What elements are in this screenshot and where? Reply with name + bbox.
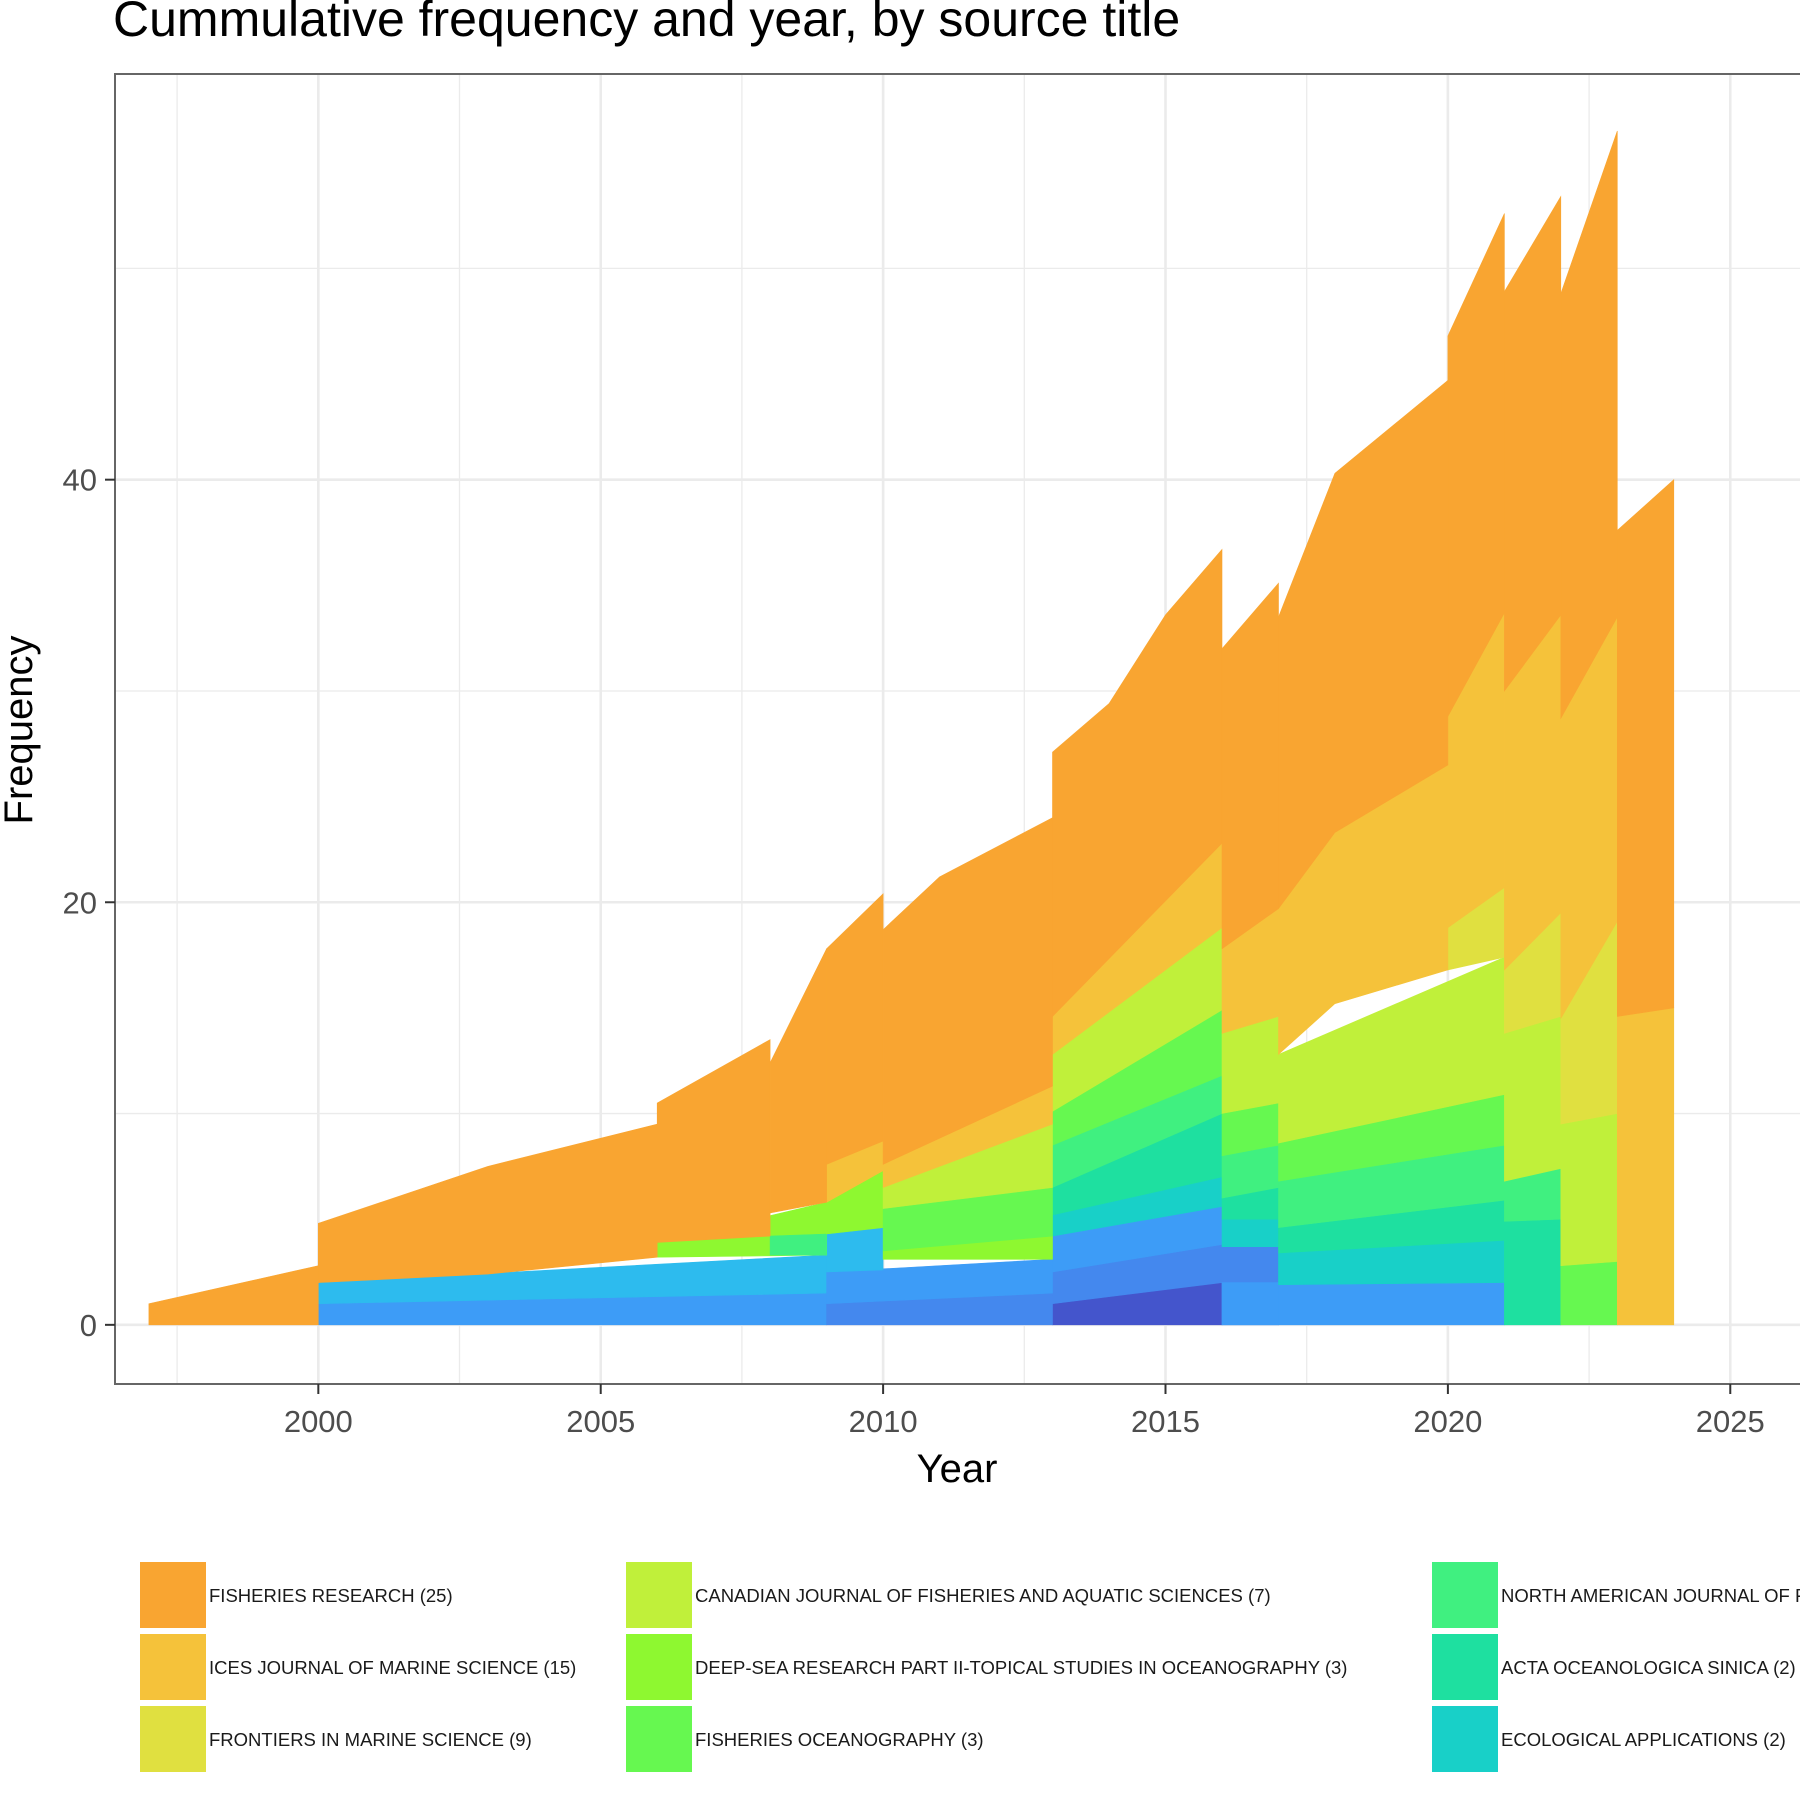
x-tick-label: 2010 xyxy=(849,1404,918,1439)
legend-key xyxy=(140,1634,206,1700)
area-band-12 xyxy=(1221,1218,1279,1247)
x-axis-title: Year xyxy=(917,1447,998,1491)
area-band-52 xyxy=(656,1039,771,1243)
legend-label: CANADIAN JOURNAL OF FISHERIES AND AQUATI… xyxy=(695,1585,1271,1606)
y-tick-label: 20 xyxy=(63,885,97,920)
area-band-27 xyxy=(769,1233,827,1256)
legend-key xyxy=(626,1634,692,1700)
legend-item: NORTH AMERICAN JOURNAL OF FISHERIES MANA… xyxy=(1432,1562,1800,1628)
area-band-35 xyxy=(1504,1015,1562,1182)
legend-label: FISHERIES RESEARCH (25) xyxy=(209,1585,453,1606)
legend-label: DEEP-SEA RESEARCH PART II-TOPICAL STUDIE… xyxy=(695,1657,1347,1678)
x-tick-label: 2005 xyxy=(566,1404,635,1439)
legend-key xyxy=(140,1562,206,1628)
axes: 2000 2005 2010 2015 2020 2025 0 20 40 xyxy=(63,463,1765,1439)
legend-label: NORTH AMERICAN JOURNAL OF FISHERIES MANA… xyxy=(1501,1585,1800,1606)
legend-key xyxy=(1432,1562,1498,1628)
area-band-61 xyxy=(1560,130,1618,720)
legend-key xyxy=(626,1562,692,1628)
plot-border xyxy=(114,73,1800,1385)
legend-item: FRONTIERS IN MARINE SCIENCE (9) xyxy=(140,1706,532,1772)
x-tick-label: 2020 xyxy=(1413,1404,1482,1439)
legend-key xyxy=(1432,1706,1498,1772)
area-band-7 xyxy=(1278,1282,1505,1326)
y-tick-label: 0 xyxy=(80,1308,97,1343)
area-band-6 xyxy=(1221,1282,1279,1326)
y-tick-label: 40 xyxy=(63,463,97,498)
area-band-10 xyxy=(826,1227,884,1273)
area-band-17 xyxy=(1504,1218,1562,1326)
x-tick-label: 2000 xyxy=(284,1404,353,1439)
legend-label: ECOLOGICAL APPLICATIONS (2) xyxy=(1501,1729,1786,1750)
legend-item: DEEP-SEA RESEARCH PART II-TOPICAL STUDIE… xyxy=(626,1634,1347,1700)
legend-label: ICES JOURNAL OF MARINE SCIENCE (15) xyxy=(209,1657,576,1678)
legend-label: ACTA OCEANOLOGICA SINICA (2) xyxy=(1501,1657,1796,1678)
legend-item: ICES JOURNAL OF MARINE SCIENCE (15) xyxy=(140,1634,576,1700)
area-band-59 xyxy=(1447,213,1505,717)
legend-item: ECOLOGICAL APPLICATIONS (2) xyxy=(1432,1706,1786,1772)
legend-item: FISHERIES RESEARCH (25) xyxy=(140,1562,453,1628)
area-band-60 xyxy=(1504,195,1562,692)
area-band-49 xyxy=(1617,1007,1675,1326)
x-tick-label: 2025 xyxy=(1696,1404,1765,1439)
legend-item: CANADIAN JOURNAL OF FISHERIES AND AQUATI… xyxy=(626,1562,1271,1628)
legend-item: ACTA OCEANOLOGICA SINICA (2) xyxy=(1432,1634,1796,1700)
area-band-54 xyxy=(826,893,884,1165)
legend-key xyxy=(140,1706,206,1772)
stacked-areas xyxy=(148,130,1675,1326)
area-band-57 xyxy=(1221,582,1279,950)
legend-key xyxy=(626,1706,692,1772)
area-band-25 xyxy=(1560,1261,1618,1326)
area-band-36 xyxy=(1560,1113,1618,1267)
legend-key xyxy=(1432,1634,1498,1700)
legend-label: FISHERIES OCEANOGRAPHY (3) xyxy=(695,1729,984,1750)
chart-title: Cummulative frequency and year, by sourc… xyxy=(113,0,1180,47)
y-axis-title: Frequency xyxy=(0,636,41,825)
area-band-62 xyxy=(1617,479,1675,1017)
legend: FISHERIES RESEARCH (25) ICES JOURNAL OF M… xyxy=(140,1562,1800,1772)
legend-label: FRONTIERS IN MARINE SCIENCE (9) xyxy=(209,1729,532,1750)
legend-item: FISHERIES OCEANOGRAPHY (3) xyxy=(626,1706,984,1772)
x-tick-label: 2015 xyxy=(1131,1404,1200,1439)
area-band-55 xyxy=(882,817,1053,1165)
